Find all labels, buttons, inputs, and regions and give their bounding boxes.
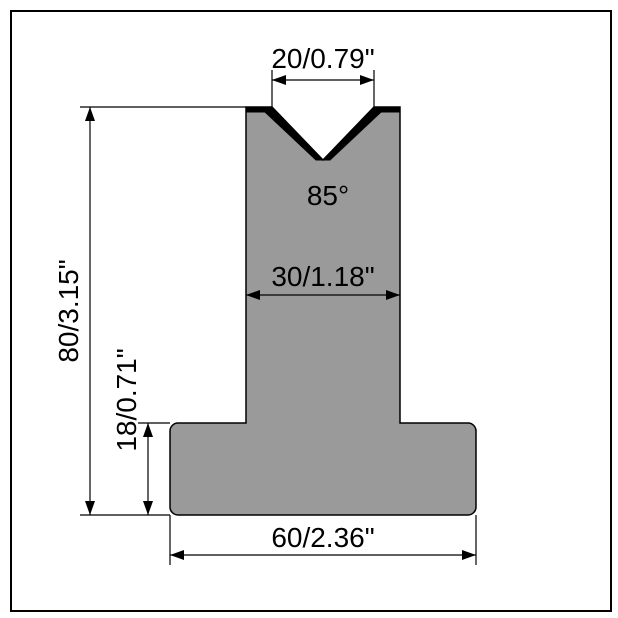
dim-top-width: 20/0.79" bbox=[271, 43, 374, 107]
dim-total-height-label: 80/3.15" bbox=[53, 259, 84, 362]
dim-base-height: 18/0.71" bbox=[111, 348, 170, 515]
dim-top-width-label: 20/0.79" bbox=[271, 43, 374, 74]
t-die-body bbox=[170, 107, 476, 515]
dim-base-height-label: 18/0.71" bbox=[111, 348, 142, 451]
angle-label: 85° bbox=[307, 180, 349, 211]
dim-base-width: 60/2.36" bbox=[170, 515, 476, 565]
dim-base-width-label: 60/2.36" bbox=[271, 522, 374, 553]
drawing-svg: 20/0.79" 85° 30/1.18" 60/2.36" 80/3.15" … bbox=[0, 0, 618, 618]
dim-stem-width-label: 30/1.18" bbox=[271, 261, 374, 292]
